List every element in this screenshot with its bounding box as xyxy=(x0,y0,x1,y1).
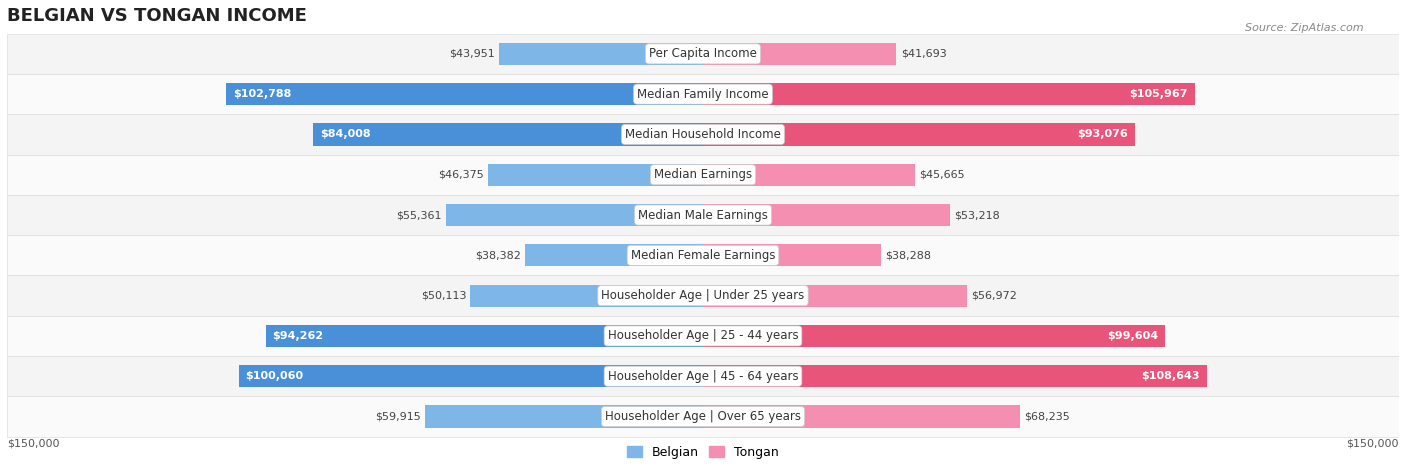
Bar xyxy=(7,356,1399,396)
Text: $59,915: $59,915 xyxy=(375,411,420,422)
Text: Median Family Income: Median Family Income xyxy=(637,88,769,101)
Bar xyxy=(314,123,703,146)
Text: $108,643: $108,643 xyxy=(1142,371,1201,381)
Bar xyxy=(703,43,897,65)
Text: Median Household Income: Median Household Income xyxy=(626,128,780,141)
Text: Source: ZipAtlas.com: Source: ZipAtlas.com xyxy=(1246,23,1364,33)
Bar xyxy=(446,204,703,226)
Text: Median Earnings: Median Earnings xyxy=(654,168,752,181)
Text: $41,693: $41,693 xyxy=(901,49,946,59)
Bar xyxy=(703,365,1208,387)
Text: $105,967: $105,967 xyxy=(1129,89,1188,99)
Bar xyxy=(7,155,1399,195)
Text: Householder Age | Over 65 years: Householder Age | Over 65 years xyxy=(605,410,801,423)
Bar xyxy=(703,405,1019,428)
Bar xyxy=(703,163,915,186)
Bar xyxy=(703,284,967,307)
Text: Median Female Earnings: Median Female Earnings xyxy=(631,249,775,262)
Text: $100,060: $100,060 xyxy=(246,371,304,381)
Text: $150,000: $150,000 xyxy=(1347,439,1399,449)
Text: $56,972: $56,972 xyxy=(972,290,1018,301)
Bar xyxy=(488,163,703,186)
Legend: Belgian, Tongan: Belgian, Tongan xyxy=(621,441,785,464)
Bar xyxy=(7,396,1399,437)
Text: $46,375: $46,375 xyxy=(437,170,484,180)
Text: $150,000: $150,000 xyxy=(7,439,59,449)
Bar xyxy=(7,195,1399,235)
Text: Householder Age | Under 25 years: Householder Age | Under 25 years xyxy=(602,289,804,302)
Text: Householder Age | 25 - 44 years: Householder Age | 25 - 44 years xyxy=(607,329,799,342)
Text: $99,604: $99,604 xyxy=(1107,331,1159,341)
Text: $43,951: $43,951 xyxy=(449,49,495,59)
Text: $94,262: $94,262 xyxy=(273,331,323,341)
Text: $38,288: $38,288 xyxy=(884,250,931,260)
Text: Median Male Earnings: Median Male Earnings xyxy=(638,209,768,221)
Bar xyxy=(7,316,1399,356)
Text: $102,788: $102,788 xyxy=(233,89,291,99)
Text: Per Capita Income: Per Capita Income xyxy=(650,47,756,60)
Bar xyxy=(7,235,1399,276)
Text: $45,665: $45,665 xyxy=(920,170,965,180)
Text: Householder Age | 45 - 64 years: Householder Age | 45 - 64 years xyxy=(607,370,799,383)
Text: $93,076: $93,076 xyxy=(1077,129,1128,140)
Text: $53,218: $53,218 xyxy=(955,210,1000,220)
Bar xyxy=(703,204,950,226)
Text: $50,113: $50,113 xyxy=(420,290,467,301)
Text: $68,235: $68,235 xyxy=(1024,411,1070,422)
Text: $38,382: $38,382 xyxy=(475,250,520,260)
Bar xyxy=(499,43,703,65)
Text: $55,361: $55,361 xyxy=(396,210,441,220)
Bar xyxy=(7,276,1399,316)
Bar xyxy=(703,244,880,266)
Bar xyxy=(703,123,1135,146)
Bar xyxy=(266,325,703,347)
Bar xyxy=(226,83,703,105)
Bar xyxy=(524,244,703,266)
Bar xyxy=(7,74,1399,114)
Bar xyxy=(7,114,1399,155)
Text: BELGIAN VS TONGAN INCOME: BELGIAN VS TONGAN INCOME xyxy=(7,7,307,25)
Bar xyxy=(703,325,1166,347)
Bar xyxy=(703,83,1195,105)
Bar xyxy=(471,284,703,307)
Bar xyxy=(239,365,703,387)
Bar xyxy=(425,405,703,428)
Text: $84,008: $84,008 xyxy=(321,129,371,140)
Bar xyxy=(7,34,1399,74)
